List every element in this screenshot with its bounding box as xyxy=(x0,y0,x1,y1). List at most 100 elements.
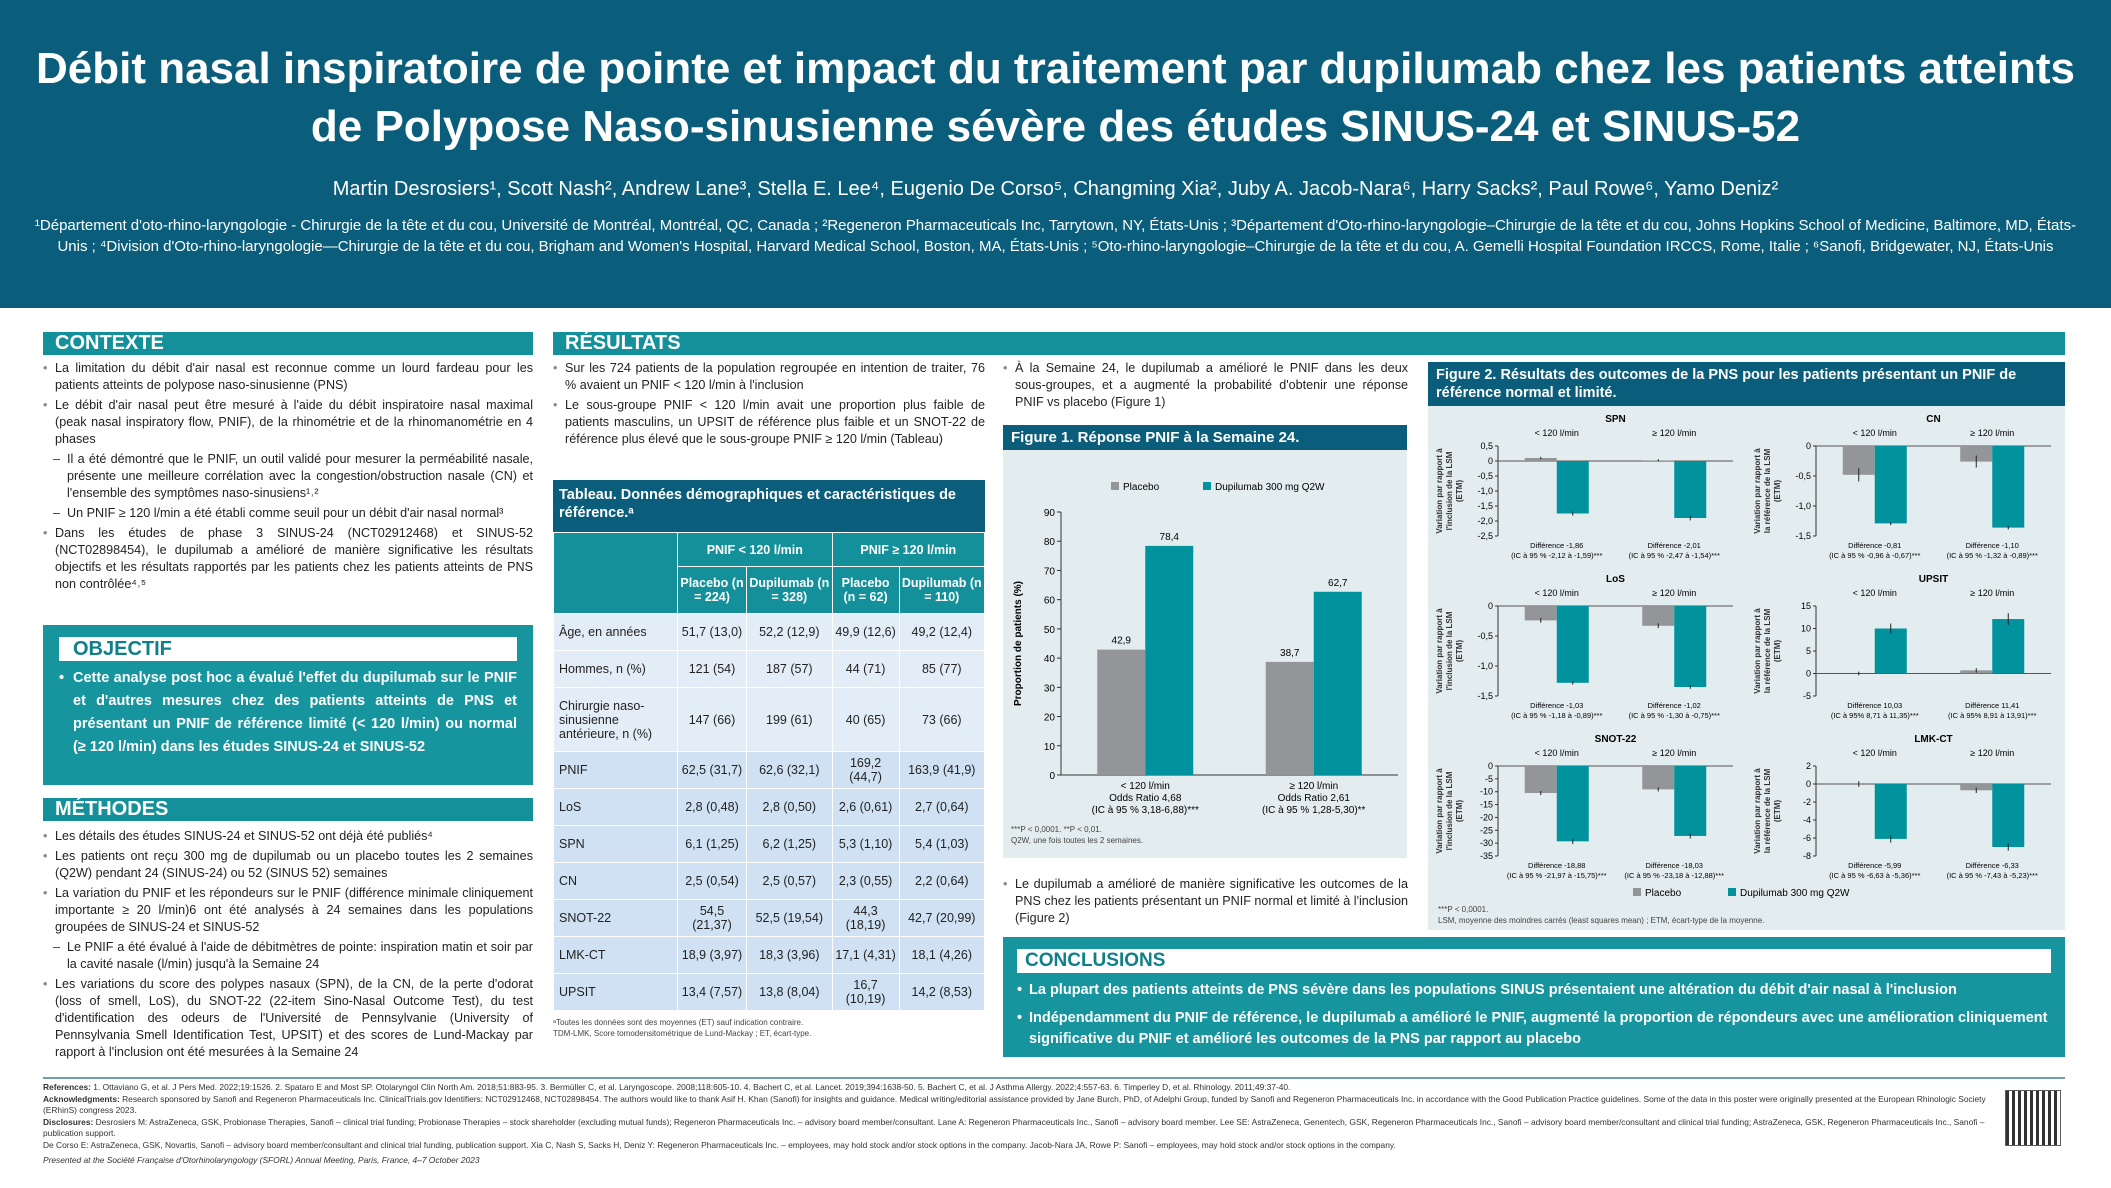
table-cell: 16,7 (10,19) xyxy=(831,973,900,1011)
resultats-col2b: Le dupilumab a amélioré de manière signi… xyxy=(1003,876,1408,930)
qr-code[interactable] xyxy=(2005,1090,2061,1146)
y-tick-label: -0,5 xyxy=(1795,471,1811,481)
y-tick-label: -6 xyxy=(1803,833,1811,843)
table-col-header: Placebo (n = 62) xyxy=(831,566,900,614)
x-category-label: (IC à 95 % 3,18-6,88)*** xyxy=(1092,805,1199,816)
figure-1-chart: 0 10 20 30 40 50 60 70 80 90 Proportion de patient… xyxy=(1013,482,1398,816)
table-cell: 121 (54) xyxy=(677,650,747,688)
y-axis-label: (ETM) xyxy=(1455,480,1464,503)
row-label: Âge, en années xyxy=(553,613,678,651)
y-axis-label: Variation par rapport à xyxy=(1753,608,1762,694)
panel-title: CN xyxy=(1926,414,1940,425)
subgroup-label: ≥ 120 l/min xyxy=(1970,588,2014,598)
table-cell: 169,2 (44,7) xyxy=(831,751,900,789)
table-row: Chirurgie naso-sinusienne antérieure, n … xyxy=(553,687,986,752)
y-axis-label: l'inclusion de la LSM xyxy=(1445,451,1454,530)
legend-swatch xyxy=(1111,482,1119,490)
objectif-heading: OBJECTIF xyxy=(59,637,517,661)
bar-placebo xyxy=(1642,606,1675,626)
y-tick-label: -25 xyxy=(1480,825,1493,835)
y-tick-label: 0 xyxy=(1806,669,1811,679)
bar-placebo xyxy=(1097,649,1146,775)
conclusion-item: Indépendamment du PNIF de référence, le … xyxy=(1017,1008,2051,1050)
y-tick-label: 40 xyxy=(1044,654,1056,665)
y-tick-label: 60 xyxy=(1044,596,1056,607)
y-tick-label: -2 xyxy=(1803,797,1811,807)
row-label: PNIF xyxy=(553,751,678,789)
subgroup-label: < 120 l/min xyxy=(1535,748,1579,758)
affiliations: ¹Département d'oto-rhino-laryngologie - … xyxy=(34,217,2077,255)
table-cell: 13,4 (7,57) xyxy=(677,973,747,1011)
subgroup-label: < 120 l/min xyxy=(1853,588,1897,598)
disclosures-2: De Corso E: AstraZeneca, GSK, Novartis, … xyxy=(43,1139,1396,1150)
subgroup-label: ≥ 120 l/min xyxy=(1970,748,2014,758)
subgroup-label: < 120 l/min xyxy=(1535,428,1579,438)
y-tick-label: 80 xyxy=(1044,537,1056,548)
y-tick-label: 0 xyxy=(1806,441,1811,451)
table-cell: 13,8 (8,04) xyxy=(745,973,833,1011)
difference-label: Différence 10,03 xyxy=(1847,701,1902,710)
y-axis-label: la référence de la LSM xyxy=(1763,608,1772,693)
difference-label: (IC à 95% 8,71 à 11,35)*** xyxy=(1831,711,1919,720)
legend-label: Dupilumab 300 mg Q2W xyxy=(1740,888,1850,899)
resultats-col2: À la Semaine 24, le dupilumab a amélioré… xyxy=(1003,360,1408,414)
y-tick-label: -2,5 xyxy=(1477,531,1493,541)
difference-label: Différence -1,03 xyxy=(1530,701,1583,710)
bar-dupilumab xyxy=(1556,766,1589,842)
bar-dupilumab xyxy=(1556,606,1589,683)
x-category-label: Odds Ratio 4,68 xyxy=(1109,793,1182,804)
figure-1-footnote: Q2W, une fois toutes les 2 semaines. xyxy=(1011,836,1144,845)
y-tick-label: -5 xyxy=(1803,691,1811,701)
table-cell: 147 (66) xyxy=(677,687,747,752)
difference-label: (IC à 95% 8,91 à 13,91)*** xyxy=(1948,711,2036,720)
y-tick-label: -1,0 xyxy=(1795,501,1811,511)
bar-dupilumab xyxy=(1674,461,1707,518)
y-axis-label: (ETM) xyxy=(1773,800,1782,823)
disclosures-label: Disclosures: xyxy=(43,1116,94,1127)
y-tick-label: -8 xyxy=(1803,851,1811,861)
y-tick-label: 0 xyxy=(1488,601,1493,611)
difference-label: Différence -18,88 xyxy=(1528,861,1585,870)
table-cell: 49,2 (12,4) xyxy=(898,613,986,651)
bar-dupilumab xyxy=(1874,446,1907,524)
difference-label: (IC à 95 % -1,32 à -0,89)*** xyxy=(1947,551,2038,560)
acknowledgments: Research sponsored by Sanofi and Regener… xyxy=(43,1093,1986,1116)
table-cell: 17,1 (4,31) xyxy=(831,936,900,974)
difference-label: (IC à 95 % -6,63 à -5,36)*** xyxy=(1829,871,1920,880)
row-label: SPN xyxy=(553,825,678,863)
y-tick-label: -1,0 xyxy=(1477,486,1493,496)
y-tick-label: -35 xyxy=(1480,851,1493,861)
difference-label: (IC à 95 % -21,97 à -15,75)*** xyxy=(1507,871,1607,880)
table-cell: 18,1 (4,26) xyxy=(898,936,986,974)
y-axis-label: Variation par rapport à xyxy=(1435,608,1444,694)
table-row: LoS 2,8 (0,48) 2,8 (0,50) 2,6 (0,61) 2,7 (0,… xyxy=(553,788,986,826)
difference-label: Différence -1,10 xyxy=(1966,541,2019,550)
table-cell: 42,7 (20,99) xyxy=(898,899,986,937)
legend-swatch xyxy=(1728,888,1736,896)
poster-title: Débit nasal inspiratoire de pointe et im… xyxy=(35,44,2076,151)
table-cell: 199 (61) xyxy=(745,687,833,752)
bullet-item: À la Semaine 24, le dupilumab a amélioré… xyxy=(1003,360,1408,411)
conclusion-item: La plupart des patients atteints de PNS … xyxy=(1017,980,2051,1001)
row-label: Chirurgie naso-sinusienne antérieure, n … xyxy=(553,687,678,752)
y-axis-label: Variation par rapport à xyxy=(1753,448,1762,534)
bar-dupilumab xyxy=(1874,784,1907,839)
bar-placebo xyxy=(1524,766,1557,793)
table-col-header: Dupilumab (n = 328) xyxy=(745,566,833,614)
bar-dupilumab xyxy=(1992,784,2025,847)
y-tick-label: -15 xyxy=(1480,800,1493,810)
table-row: LMK-CT 18,9 (3,97) 18,3 (3,96) 17,1 (4,31) 1… xyxy=(553,936,986,974)
bullet-item: La variation du PNIF et les répondeurs s… xyxy=(43,885,533,936)
difference-label: (IC à 95 % -7,43 à -5,23)*** xyxy=(1947,871,2038,880)
table-cell: 49,9 (12,6) xyxy=(831,613,900,651)
bullet-item: Le sous-groupe PNIF < 120 l/min avait un… xyxy=(553,397,985,448)
difference-label: Différence -1,86 xyxy=(1530,541,1583,550)
table-cell: 2,5 (0,57) xyxy=(745,862,833,900)
difference-label: (IC à 95 % -23,18 à -12,88)*** xyxy=(1624,871,1724,880)
row-label: SNOT-22 xyxy=(553,899,678,937)
x-category-label: < 120 l/min xyxy=(1121,781,1170,792)
bullet-item: Le débit d'air nasal peut être mesuré à … xyxy=(43,397,533,448)
bar-dupilumab xyxy=(1992,619,2025,674)
table-title: Tableau. Données démographiques et carac… xyxy=(553,480,985,532)
bullet-item: Les détails des études SINUS-24 et SINUS… xyxy=(43,828,533,845)
